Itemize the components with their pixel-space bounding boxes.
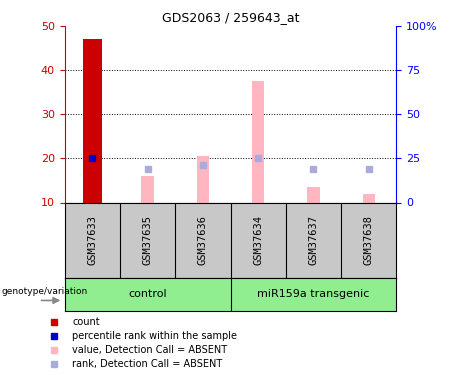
Bar <box>83 39 102 203</box>
Text: GSM37637: GSM37637 <box>308 215 319 265</box>
Text: GSM37638: GSM37638 <box>364 215 374 265</box>
Text: GSM37635: GSM37635 <box>142 215 153 265</box>
Text: count: count <box>72 317 100 327</box>
Text: GSM37636: GSM37636 <box>198 215 208 265</box>
Bar <box>252 81 264 203</box>
Text: GSM37633: GSM37633 <box>87 215 97 265</box>
Bar <box>197 156 209 203</box>
Text: GSM37634: GSM37634 <box>253 215 263 265</box>
Text: value, Detection Call = ABSENT: value, Detection Call = ABSENT <box>72 345 228 355</box>
Text: percentile rank within the sample: percentile rank within the sample <box>72 331 237 341</box>
Bar <box>142 176 154 203</box>
Text: miR159a transgenic: miR159a transgenic <box>257 290 370 299</box>
Title: GDS2063 / 259643_at: GDS2063 / 259643_at <box>162 11 299 24</box>
Text: control: control <box>128 290 167 299</box>
Bar <box>307 187 319 202</box>
Bar <box>363 194 375 202</box>
Text: genotype/variation: genotype/variation <box>1 287 88 296</box>
Text: rank, Detection Call = ABSENT: rank, Detection Call = ABSENT <box>72 359 223 369</box>
